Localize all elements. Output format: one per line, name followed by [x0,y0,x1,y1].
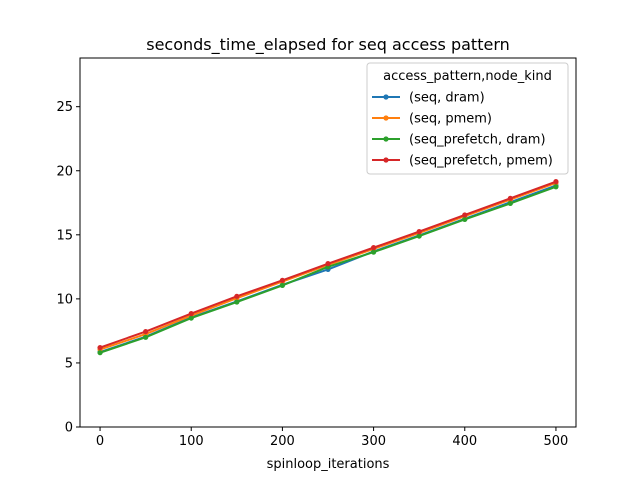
data-point [234,293,240,299]
legend-title: access_pattern,node_kind [383,69,552,84]
data-point [143,334,149,340]
x-axis-title: spinloop_iterations [267,457,390,472]
data-point [416,233,422,239]
legend-marker [383,94,389,100]
legend-label: (seq_prefetch, dram) [409,133,546,148]
data-point [416,229,422,235]
y-tick-label: 5 [65,356,73,371]
legend: access_pattern,node_kind (seq, dram) (seq,… [366,62,569,175]
y-tick-label: 10 [56,292,73,307]
legend-label: (seq, dram) [409,91,485,106]
plot-area: 0 100 200 300 400 500 0 5 10 15 20 25 [56,57,577,449]
data-point [279,277,286,283]
x-tick-label: 0 [96,434,104,449]
chart-title: seconds_time_elapsed for seq access patt… [146,35,510,55]
data-point [188,311,194,317]
data-point [507,200,513,207]
data-point [234,299,240,305]
y-tick-label: 25 [56,100,73,115]
x-tick-label: 200 [270,434,295,449]
x-tick-label: 500 [544,434,569,449]
data-point [370,249,377,255]
data-point [97,344,103,351]
data-point [462,212,468,218]
y-tick-label: 15 [56,228,73,243]
data-point [97,350,103,356]
x-tick-label: 400 [452,434,477,449]
data-point [462,216,468,223]
data-point [507,195,513,201]
axes-frame [79,57,577,428]
legend-box [366,62,569,175]
x-tick-label: 100 [179,434,204,449]
data-point [553,184,559,190]
legend-label: (seq, pmem) [409,112,492,127]
legend-marker [383,157,389,163]
data-point [370,245,377,251]
x-tick-label: 300 [361,434,386,449]
y-tick-label: 20 [56,164,73,179]
legend-marker [383,136,389,142]
data-point [279,282,286,289]
data-point [325,261,331,267]
y-tick-label: 0 [65,421,73,436]
data-point [188,315,194,321]
legend-marker [383,115,389,121]
legend-label: (seq_prefetch, pmem) [409,154,553,169]
data-point [553,179,559,185]
data-point [143,328,149,335]
